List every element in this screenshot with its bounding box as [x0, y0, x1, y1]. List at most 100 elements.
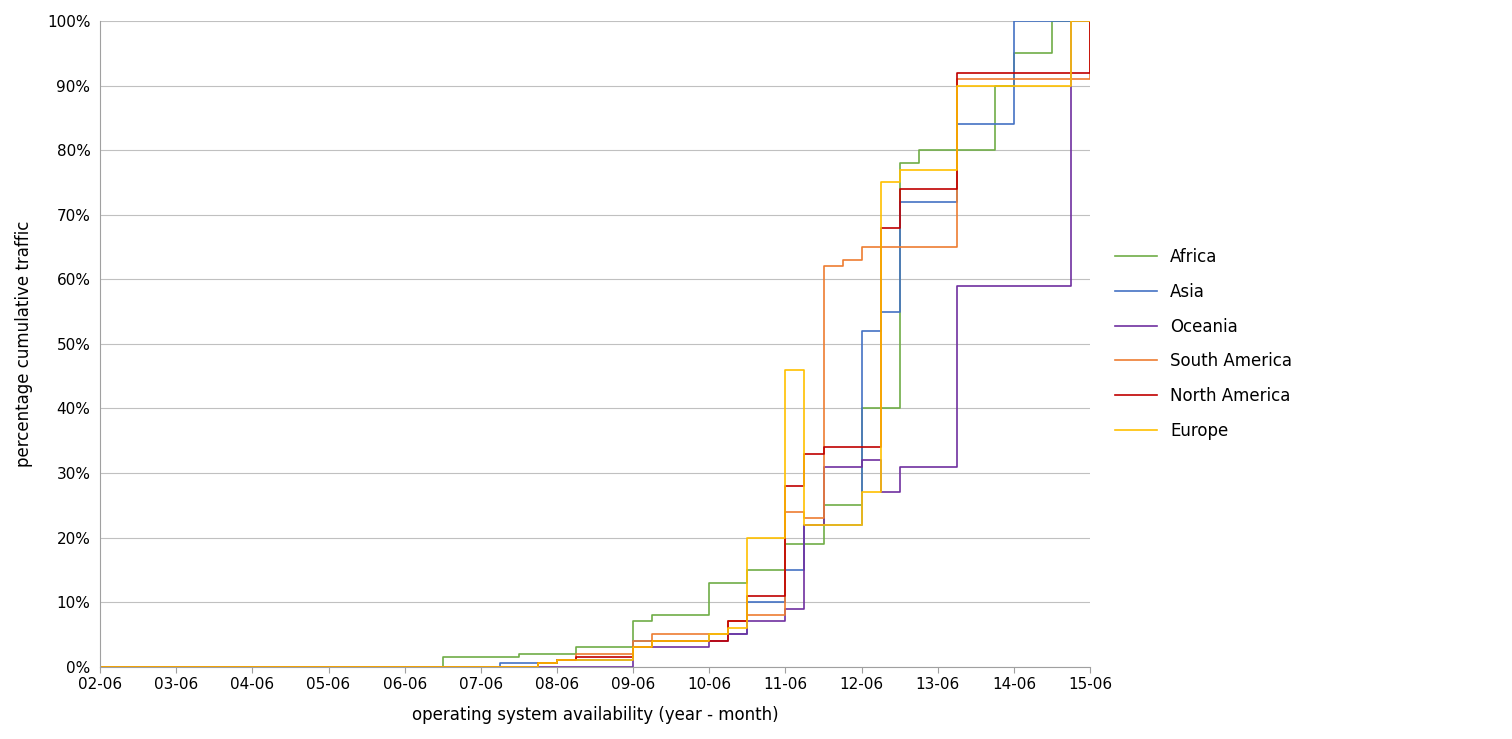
Line: Asia: Asia: [100, 21, 1090, 667]
Africa: [700, 579, 718, 588]
Europe: [1081, 16, 1099, 25]
Africa: [815, 501, 833, 510]
Europe: [624, 643, 643, 652]
Asia: [928, 197, 947, 206]
Europe: [567, 655, 585, 664]
Africa: [624, 617, 643, 626]
Africa: [853, 404, 871, 413]
Asia: [624, 636, 643, 645]
Line: Oceania: Oceania: [100, 21, 1090, 667]
Oceania: [891, 462, 909, 471]
North America: [795, 449, 813, 458]
Europe: [510, 662, 528, 671]
Europe: [871, 178, 889, 187]
Asia: [491, 659, 510, 668]
Europe: [891, 165, 909, 174]
Asia: [815, 520, 833, 529]
Europe: [1043, 81, 1061, 90]
Europe: [815, 520, 833, 529]
Europe: [1061, 16, 1080, 25]
Oceania: [1061, 16, 1080, 25]
North America: [643, 636, 661, 645]
North America: [815, 443, 833, 452]
North America: [567, 653, 585, 661]
Legend: Africa, Asia, Oceania, South America, North America, Europe: Africa, Asia, Oceania, South America, No…: [1108, 242, 1299, 446]
Asia: [738, 598, 756, 607]
South America: [91, 662, 109, 671]
Africa: [434, 653, 452, 661]
South America: [700, 630, 718, 638]
South America: [643, 630, 661, 638]
Europe: [738, 533, 756, 542]
North America: [891, 185, 909, 194]
Oceania: [643, 643, 661, 652]
South America: [720, 617, 738, 626]
South America: [795, 514, 813, 522]
Africa: [91, 662, 109, 671]
Europe: [720, 624, 738, 633]
Africa: [910, 146, 928, 154]
Asia: [1081, 16, 1099, 25]
South America: [567, 650, 585, 658]
Asia: [795, 520, 813, 529]
Europe: [853, 488, 871, 497]
Oceania: [948, 282, 966, 290]
Africa: [472, 653, 490, 661]
Africa: [547, 650, 565, 658]
Africa: [510, 650, 528, 658]
Oceania: [815, 462, 833, 471]
Africa: [396, 662, 414, 671]
Oceania: [738, 617, 756, 626]
North America: [948, 68, 966, 77]
South America: [833, 256, 851, 265]
South America: [510, 662, 528, 671]
South America: [1081, 16, 1099, 25]
Asia: [567, 655, 585, 664]
South America: [529, 659, 547, 668]
Asia: [643, 636, 661, 645]
Africa: [776, 539, 794, 548]
Asia: [853, 327, 871, 336]
North America: [720, 617, 738, 626]
North America: [624, 643, 643, 652]
Europe: [547, 655, 565, 664]
South America: [776, 507, 794, 516]
Asia: [720, 630, 738, 638]
North America: [529, 659, 547, 668]
Africa: [871, 404, 889, 413]
North America: [1061, 68, 1080, 77]
North America: [738, 591, 756, 600]
Africa: [966, 146, 984, 154]
Africa: [986, 81, 1004, 90]
Line: North America: North America: [100, 21, 1090, 667]
Oceania: [853, 456, 871, 465]
Asia: [776, 565, 794, 574]
Asia: [1005, 16, 1024, 25]
Africa: [567, 643, 585, 652]
Africa: [643, 610, 661, 619]
Europe: [529, 659, 547, 668]
Europe: [795, 520, 813, 529]
North America: [91, 662, 109, 671]
Europe: [948, 81, 966, 90]
North America: [871, 223, 889, 232]
South America: [871, 242, 889, 251]
Oceania: [871, 488, 889, 497]
Oceania: [795, 520, 813, 529]
North America: [853, 443, 871, 452]
South America: [948, 75, 966, 84]
Asia: [700, 630, 718, 638]
South America: [853, 242, 871, 251]
Asia: [547, 655, 565, 664]
Asia: [948, 120, 966, 129]
Asia: [472, 662, 490, 671]
Oceania: [928, 462, 947, 471]
Oceania: [91, 662, 109, 671]
South America: [1061, 75, 1080, 84]
Oceania: [720, 630, 738, 638]
Africa: [1005, 49, 1024, 58]
South America: [547, 655, 565, 664]
Africa: [1024, 49, 1042, 58]
X-axis label: operating system availability (year - month): operating system availability (year - mo…: [411, 706, 779, 724]
North America: [776, 482, 794, 491]
